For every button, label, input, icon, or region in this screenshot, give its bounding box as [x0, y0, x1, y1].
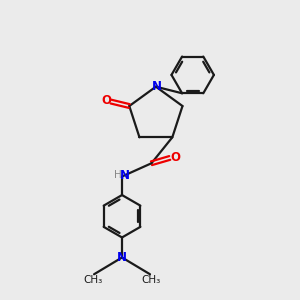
Text: O: O — [101, 94, 111, 107]
Text: CH₃: CH₃ — [142, 274, 161, 285]
Text: O: O — [170, 151, 180, 164]
Text: N: N — [119, 169, 129, 182]
Text: CH₃: CH₃ — [83, 274, 102, 285]
Text: H: H — [114, 170, 122, 180]
Text: N: N — [152, 80, 161, 93]
Text: N: N — [117, 251, 127, 264]
